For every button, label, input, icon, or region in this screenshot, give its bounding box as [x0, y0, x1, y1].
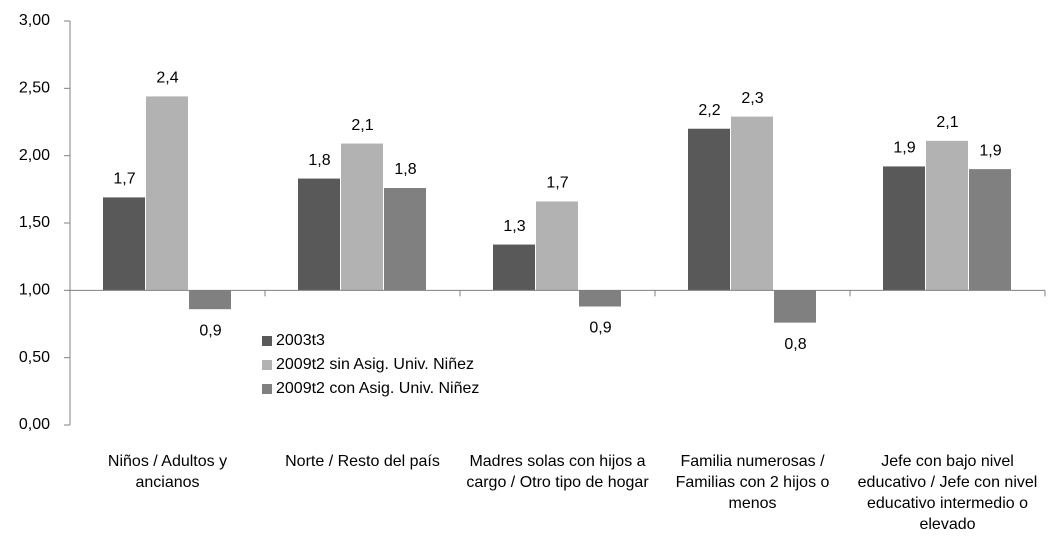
legend-swatch: [262, 360, 272, 370]
y-tick-label: 3,00: [19, 12, 50, 29]
x-tick-label: Norte / Resto del país: [285, 453, 440, 470]
bar: [146, 96, 188, 291]
bar: [774, 290, 816, 323]
legend-label: 2009t2 sin Asig. Univ. Niñez: [276, 356, 474, 373]
legend-label: 2003t3: [276, 332, 325, 349]
data-label: 2,1: [351, 117, 373, 134]
y-tick-label: 1,50: [19, 214, 50, 231]
bar: [883, 166, 925, 291]
data-label: 1,7: [546, 175, 568, 192]
bar: [341, 143, 383, 291]
bar: [189, 290, 231, 310]
bar: [536, 201, 578, 291]
legend-swatch: [262, 336, 272, 346]
bar: [688, 128, 730, 291]
bar: [579, 290, 621, 307]
bar: [384, 187, 426, 291]
data-label: 2,3: [741, 90, 763, 107]
data-label: 2,1: [936, 114, 958, 131]
bar: [969, 169, 1011, 291]
data-label: 1,3: [503, 218, 525, 235]
bar: [298, 178, 340, 291]
data-label: 2,4: [156, 70, 178, 87]
x-tick-label: Jefe con bajo nivel educativo / Jefe con…: [857, 453, 1038, 533]
y-tick-label: 1,00: [19, 282, 50, 299]
data-label: 0,9: [199, 322, 221, 339]
data-label: 0,8: [784, 336, 806, 353]
data-label: 1,9: [979, 142, 1001, 159]
y-tick-label: 2,00: [19, 147, 50, 164]
x-tick-label: Familia numerosas / Familias con 2 hijos…: [675, 453, 830, 512]
legend-swatch: [262, 384, 272, 394]
data-label: 1,8: [308, 152, 330, 169]
y-tick-label: 0,00: [19, 416, 50, 433]
bar: [926, 140, 968, 291]
legend-label: 2009t2 con Asig. Univ. Niñez: [276, 380, 479, 397]
bar: [731, 116, 773, 291]
data-label: 1,7: [113, 171, 135, 188]
data-label: 2,2: [698, 102, 720, 119]
x-tick-label: Niños / Adultos y ancianos: [107, 453, 228, 491]
data-label: 1,8: [394, 161, 416, 178]
x-tick-label: Madres solas con hijos a cargo / Otro ti…: [466, 453, 649, 491]
bar: [493, 244, 535, 291]
data-label: 0,9: [589, 320, 611, 337]
y-tick-label: 2,50: [19, 80, 50, 97]
bar: [103, 197, 145, 291]
data-label: 1,9: [893, 140, 915, 157]
y-tick-label: 0,50: [19, 349, 50, 366]
